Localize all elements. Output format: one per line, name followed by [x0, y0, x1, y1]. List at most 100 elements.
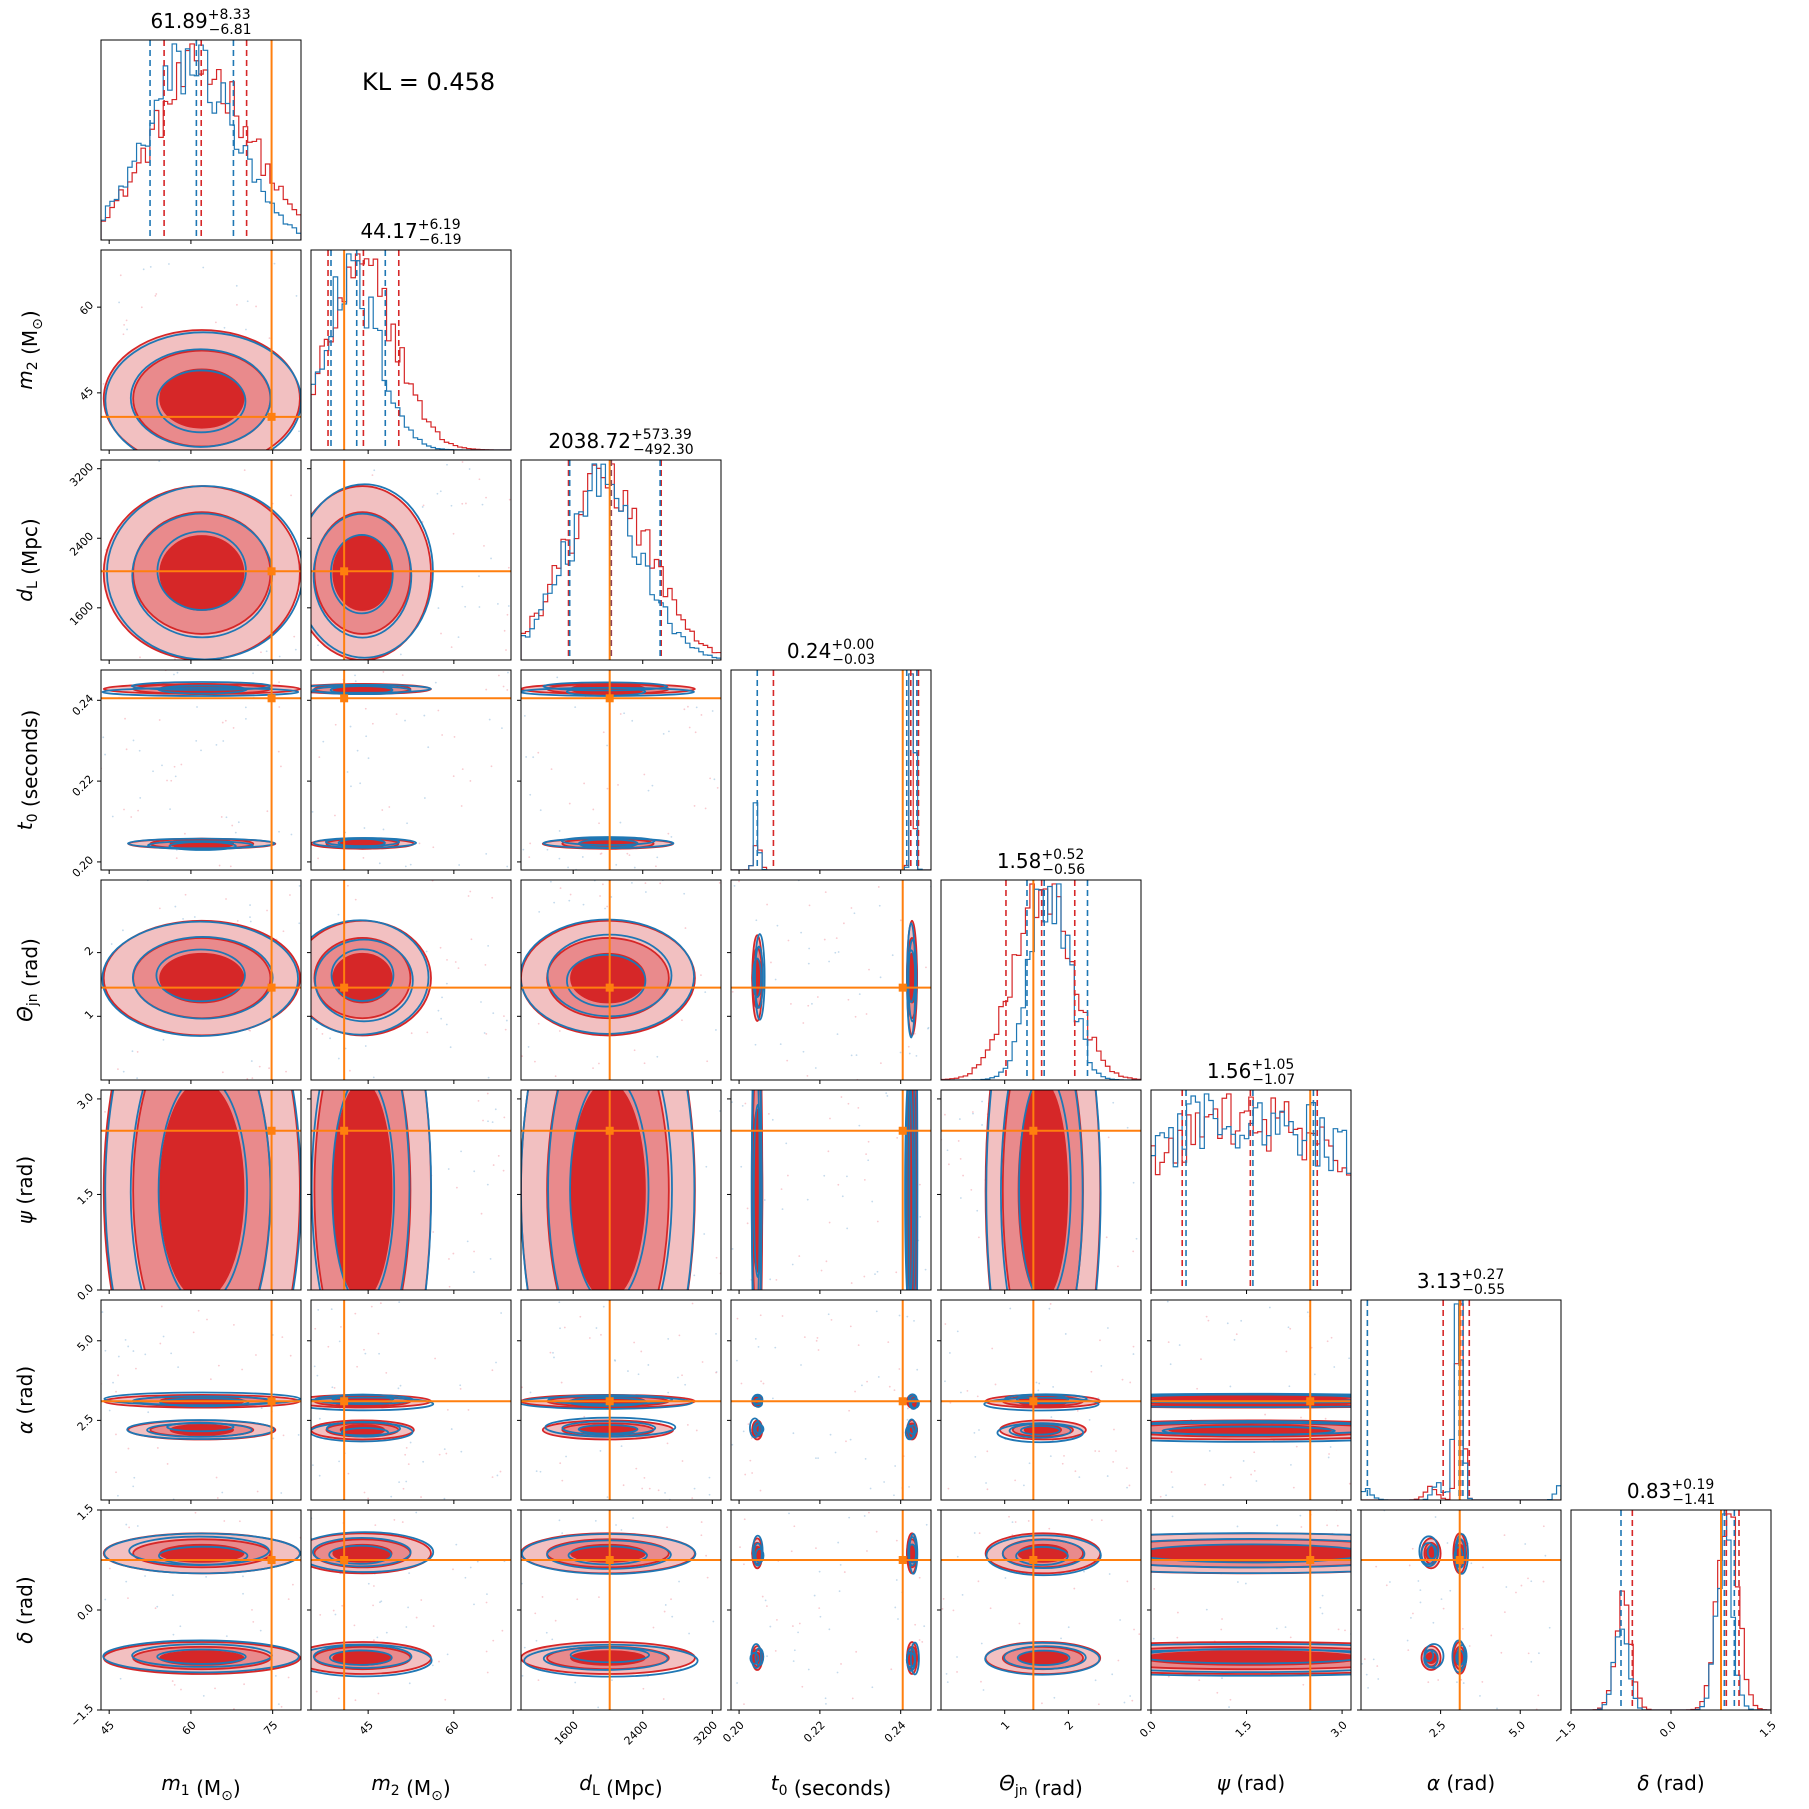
scatter-point — [1242, 1460, 1245, 1462]
scatter-point — [960, 1391, 962, 1394]
scatter-point — [1094, 1450, 1097, 1452]
scatter-point — [791, 1263, 794, 1266]
scatter-point — [237, 821, 240, 824]
scatter-point — [1295, 1445, 1298, 1448]
scatter-point — [506, 613, 509, 616]
density-contour-blue — [311, 1090, 411, 1290]
axis-label-part: t — [771, 1771, 780, 1795]
scatter-point — [537, 1679, 540, 1682]
scatter-point — [1064, 1333, 1067, 1335]
scatter-point — [356, 1365, 359, 1368]
axis-label-part: Θ — [999, 1771, 1015, 1795]
scatter-point — [642, 1687, 645, 1690]
scatter-point — [1437, 1679, 1440, 1681]
axis-label-part: α — [1427, 1771, 1440, 1795]
scatter-point — [890, 1668, 893, 1671]
scatter-point — [802, 1050, 805, 1053]
scatter-point — [196, 706, 198, 708]
scatter-point — [606, 905, 609, 908]
scatter-point — [977, 1580, 980, 1583]
scatter-point — [839, 1564, 842, 1566]
scatter-point — [648, 1487, 651, 1490]
axis-label-subscript: 1 — [181, 1783, 190, 1799]
density-contour-blue — [752, 957, 762, 999]
scatter-point — [986, 1488, 989, 1491]
scatter-point — [740, 1382, 743, 1385]
panel-frame — [730, 879, 932, 1081]
scatter-point — [1117, 1265, 1119, 1268]
scatter-point — [122, 1070, 125, 1073]
hist-title: 0.83+0.19 −1.41 — [1627, 1477, 1715, 1508]
scatter-point — [693, 1487, 696, 1490]
panel-content — [1571, 1510, 1771, 1710]
scatter-point — [446, 1408, 449, 1411]
scatter-point — [176, 671, 179, 674]
scatter-point — [1288, 1385, 1291, 1388]
scatter-point — [592, 1067, 594, 1070]
scatter-point — [750, 1437, 753, 1439]
density-contour-blue — [424, 1090, 433, 1290]
scatter-point — [250, 1060, 253, 1062]
density-contour-blue — [910, 1397, 920, 1409]
scatter-point — [480, 1212, 483, 1215]
panel-content — [941, 880, 1141, 1080]
scatter-point — [182, 917, 184, 920]
scatter-point — [971, 1111, 974, 1113]
scatter-point — [775, 1278, 778, 1281]
scatter-point — [1119, 1619, 1121, 1621]
scatter-point — [1306, 1311, 1309, 1314]
scatter-point — [236, 920, 239, 922]
density-contour-red — [159, 952, 245, 1004]
scatter-point — [1159, 1495, 1162, 1498]
scatter-point — [741, 1104, 744, 1107]
density-contour-blue — [166, 1421, 235, 1433]
scatter-point — [847, 998, 850, 1001]
hist-red-series — [1571, 1513, 1771, 1710]
scatter-point — [101, 1311, 104, 1313]
scatter-point — [287, 1676, 290, 1679]
scatter-point — [893, 1389, 896, 1392]
hist-panel-theta_jn: 1.58+0.52 −0.56 — [940, 847, 1142, 1084]
scatter-point — [174, 775, 177, 778]
scatter-point — [961, 1593, 964, 1596]
density-contour-red — [159, 368, 245, 429]
panel-t0-vs-alpha — [727, 1299, 932, 1504]
scatter-point — [633, 1049, 636, 1052]
scatter-point — [1460, 1678, 1463, 1681]
scatter-point — [1542, 1525, 1545, 1528]
scatter-point — [918, 1576, 921, 1579]
scatter-point — [456, 1186, 458, 1189]
scatter-point — [1226, 1322, 1229, 1325]
scatter-point — [1235, 1333, 1238, 1336]
density-contour-blue — [104, 331, 301, 450]
scatter-point — [1170, 1471, 1173, 1473]
scatter-point — [438, 1453, 441, 1456]
scatter-point — [521, 1674, 524, 1677]
scatter-point — [108, 1409, 111, 1412]
scatter-point — [667, 832, 670, 835]
scatter-point — [1099, 1339, 1101, 1342]
scatter-point — [615, 1524, 617, 1526]
scatter-point — [1302, 1683, 1305, 1686]
scatter-point — [497, 674, 500, 677]
scatter-point — [643, 1062, 646, 1065]
scatter-point — [195, 739, 198, 742]
scatter-point — [418, 842, 421, 845]
scatter-point — [280, 765, 282, 768]
scatter-point — [1500, 1651, 1503, 1654]
scatter-point — [781, 1315, 784, 1317]
scatter-point — [744, 1473, 747, 1476]
scatter-point — [243, 469, 246, 472]
scatter-point — [849, 1438, 852, 1441]
scatter-point — [656, 856, 659, 859]
axis-label-part: (rad) — [1230, 1771, 1285, 1795]
density-contour-blue — [905, 1651, 916, 1669]
scatter-point — [506, 865, 509, 868]
density-contour-red — [1151, 1650, 1351, 1666]
scatter-point — [294, 648, 297, 651]
scatter-point — [166, 779, 168, 782]
scatter-point — [503, 629, 506, 632]
scatter-point — [956, 1656, 958, 1658]
x-tick-label: −1.5 — [1551, 1719, 1579, 1747]
scatter-point — [906, 1315, 909, 1318]
